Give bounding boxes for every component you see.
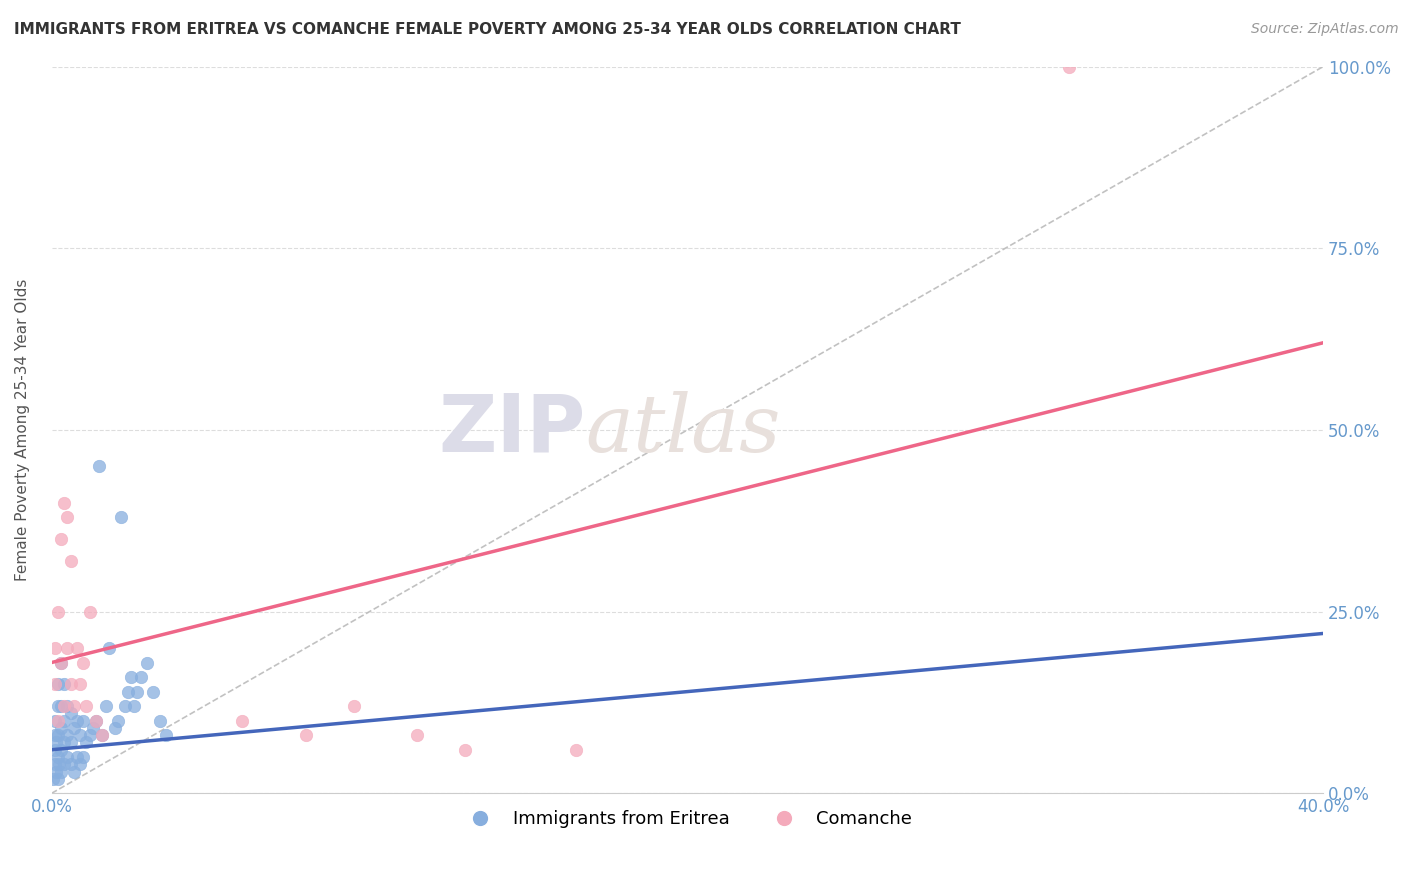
Point xyxy=(127,684,149,698)
Point xyxy=(72,714,94,728)
Text: ZIP: ZIP xyxy=(439,391,586,469)
Point xyxy=(454,743,477,757)
Point xyxy=(142,684,165,698)
Point xyxy=(46,750,69,764)
Point xyxy=(155,728,177,742)
Point xyxy=(149,714,172,728)
Point xyxy=(295,728,318,742)
Point xyxy=(56,750,79,764)
Point xyxy=(49,699,72,714)
Point xyxy=(565,743,588,757)
Text: atlas: atlas xyxy=(586,392,780,468)
Point xyxy=(53,699,76,714)
Point xyxy=(72,750,94,764)
Point xyxy=(66,640,89,655)
Point xyxy=(406,728,429,742)
Point xyxy=(53,757,76,772)
Text: IMMIGRANTS FROM ERITREA VS COMANCHE FEMALE POVERTY AMONG 25-34 YEAR OLDS CORRELA: IMMIGRANTS FROM ERITREA VS COMANCHE FEMA… xyxy=(14,22,960,37)
Point xyxy=(1057,60,1080,74)
Point xyxy=(46,728,69,742)
Y-axis label: Female Poverty Among 25-34 Year Olds: Female Poverty Among 25-34 Year Olds xyxy=(15,279,30,582)
Point xyxy=(44,714,66,728)
Point xyxy=(46,714,69,728)
Point xyxy=(231,714,253,728)
Point xyxy=(48,757,70,772)
Point xyxy=(82,721,104,735)
Point xyxy=(56,728,79,742)
Point xyxy=(46,605,69,619)
Point xyxy=(91,728,114,742)
Point xyxy=(59,706,82,721)
Point xyxy=(69,757,91,772)
Point xyxy=(59,554,82,568)
Point xyxy=(49,721,72,735)
Point xyxy=(56,699,79,714)
Point xyxy=(84,714,107,728)
Point xyxy=(84,714,107,728)
Point xyxy=(46,677,69,691)
Point xyxy=(120,670,142,684)
Point xyxy=(56,640,79,655)
Point xyxy=(49,532,72,546)
Point xyxy=(104,721,127,735)
Point xyxy=(45,735,67,749)
Point xyxy=(53,714,76,728)
Point xyxy=(117,684,139,698)
Point xyxy=(45,764,67,779)
Point xyxy=(69,728,91,742)
Point xyxy=(97,640,120,655)
Point xyxy=(44,743,66,757)
Point xyxy=(69,677,91,691)
Point xyxy=(76,699,98,714)
Point xyxy=(62,721,84,735)
Point xyxy=(76,735,98,749)
Point xyxy=(49,743,72,757)
Point xyxy=(89,459,111,474)
Point xyxy=(129,670,152,684)
Point xyxy=(44,677,66,691)
Point xyxy=(49,764,72,779)
Text: Source: ZipAtlas.com: Source: ZipAtlas.com xyxy=(1251,22,1399,37)
Point xyxy=(53,735,76,749)
Point xyxy=(62,764,84,779)
Point xyxy=(44,640,66,655)
Point xyxy=(59,735,82,749)
Point xyxy=(46,699,69,714)
Point xyxy=(79,728,101,742)
Point xyxy=(44,757,66,772)
Point xyxy=(94,699,117,714)
Point xyxy=(59,677,82,691)
Point xyxy=(46,772,69,786)
Point xyxy=(107,714,129,728)
Point xyxy=(53,496,76,510)
Legend: Immigrants from Eritrea, Comanche: Immigrants from Eritrea, Comanche xyxy=(456,803,920,835)
Point xyxy=(62,699,84,714)
Point xyxy=(49,656,72,670)
Point xyxy=(110,510,132,524)
Point xyxy=(59,757,82,772)
Point xyxy=(66,714,89,728)
Point xyxy=(114,699,136,714)
Point xyxy=(56,510,79,524)
Point xyxy=(122,699,145,714)
Point xyxy=(135,656,157,670)
Point xyxy=(342,699,364,714)
Point xyxy=(79,605,101,619)
Point xyxy=(91,728,114,742)
Point xyxy=(42,772,65,786)
Point xyxy=(44,728,66,742)
Point xyxy=(49,656,72,670)
Point xyxy=(72,656,94,670)
Point xyxy=(53,677,76,691)
Point xyxy=(66,750,89,764)
